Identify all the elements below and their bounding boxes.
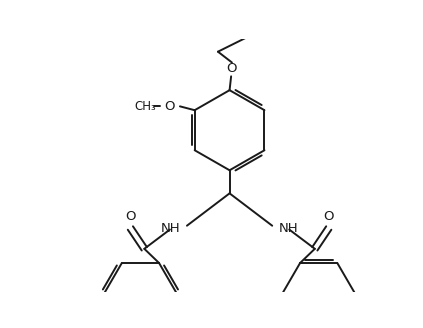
- Text: NH: NH: [278, 221, 298, 235]
- Text: O: O: [227, 62, 237, 75]
- Text: O: O: [324, 210, 334, 223]
- Text: O: O: [125, 210, 136, 223]
- Text: CH₃: CH₃: [134, 100, 156, 113]
- Text: O: O: [165, 100, 175, 113]
- Text: NH: NH: [161, 221, 181, 235]
